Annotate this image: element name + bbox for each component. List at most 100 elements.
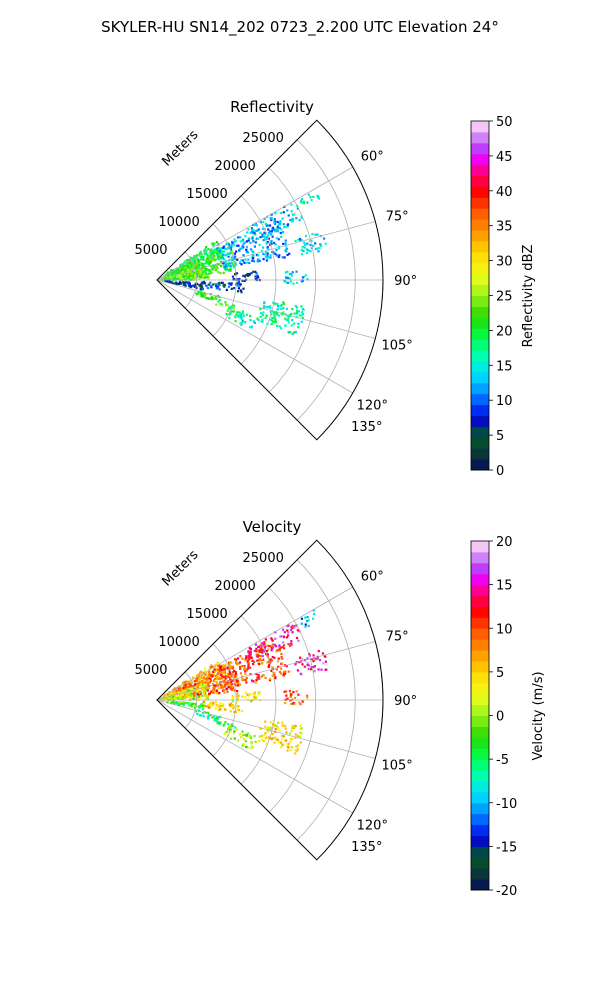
echo-pixel bbox=[250, 229, 254, 232]
echo-pixel bbox=[271, 639, 274, 642]
echo-pixel bbox=[260, 312, 263, 315]
echo-pixel bbox=[249, 673, 252, 676]
echo-pixel bbox=[250, 256, 254, 259]
echo-pixel bbox=[274, 676, 277, 679]
echo-pixel bbox=[274, 645, 277, 648]
echo-pixel bbox=[222, 685, 225, 688]
echo-region bbox=[225, 306, 256, 329]
echo-pixel bbox=[214, 295, 217, 298]
echo-pixel bbox=[281, 645, 285, 649]
echo-pixel bbox=[249, 647, 253, 650]
echo-pixel bbox=[237, 315, 240, 318]
echo-pixel bbox=[229, 702, 233, 705]
echo-pixel bbox=[216, 678, 219, 681]
echo-pixel bbox=[304, 625, 307, 628]
echo-pixel bbox=[190, 698, 193, 701]
echo-pixel bbox=[240, 239, 244, 242]
echo-pixel bbox=[214, 266, 217, 269]
echo-pixel bbox=[206, 268, 209, 271]
echo-pixel bbox=[246, 667, 249, 670]
echo-pixel bbox=[227, 685, 230, 689]
echo-pixel bbox=[172, 278, 176, 281]
echo-pixel bbox=[197, 683, 200, 686]
echo-pixel bbox=[203, 670, 206, 673]
echo-pixel bbox=[282, 211, 285, 214]
colorbar-swatch bbox=[471, 153, 489, 166]
echo-pixel bbox=[269, 256, 272, 259]
echo-pixel bbox=[249, 326, 252, 329]
echo-pixel bbox=[257, 254, 260, 257]
echo-pixel bbox=[248, 735, 251, 738]
echo-pixel bbox=[254, 681, 258, 684]
echo-pixel bbox=[264, 725, 267, 728]
echo-pixel bbox=[230, 256, 233, 259]
echo-pixel bbox=[219, 302, 223, 306]
echo-pixel bbox=[205, 249, 208, 252]
echo-pixel bbox=[205, 698, 208, 701]
echo-pixel bbox=[172, 700, 175, 703]
echo-pixel bbox=[217, 668, 220, 672]
echo-pixel bbox=[300, 253, 304, 256]
echo-pixel bbox=[205, 284, 208, 287]
echo-pixel bbox=[163, 278, 166, 281]
echo-pixel bbox=[216, 286, 219, 289]
echo-pixel bbox=[229, 710, 232, 713]
echo-pixel bbox=[238, 733, 242, 736]
echo-pixel bbox=[238, 236, 242, 239]
echo-pixel bbox=[277, 665, 280, 669]
echo-pixel bbox=[215, 303, 218, 306]
echo-pixel bbox=[209, 284, 213, 287]
echo-pixel bbox=[234, 240, 237, 243]
echo-pixel bbox=[216, 250, 219, 253]
echo-pixel bbox=[258, 243, 261, 247]
echo-pixel bbox=[194, 710, 197, 713]
echo-pixel bbox=[286, 281, 290, 285]
echo-pixel bbox=[220, 669, 223, 672]
echo-pixel bbox=[243, 664, 246, 668]
echo-pixel bbox=[203, 272, 206, 275]
echo-pixel bbox=[179, 277, 182, 280]
echo-pixel bbox=[280, 228, 283, 231]
echo-pixel bbox=[173, 702, 176, 705]
echo-pixel bbox=[271, 316, 274, 320]
echo-pixel bbox=[297, 639, 300, 642]
echo-pixel bbox=[263, 231, 266, 234]
echo-pixel bbox=[209, 281, 212, 284]
echo-pixel bbox=[241, 730, 244, 733]
echo-pixel bbox=[290, 312, 293, 316]
echo-pixel bbox=[302, 200, 305, 203]
echo-pixel bbox=[300, 311, 304, 314]
echo-pixel bbox=[207, 258, 210, 261]
echo-pixel bbox=[183, 274, 186, 278]
echo-pixel bbox=[188, 268, 191, 271]
echo-pixel bbox=[184, 684, 187, 687]
echo-pixel bbox=[228, 682, 231, 686]
echo-pixel bbox=[266, 245, 269, 249]
echo-pixel bbox=[180, 698, 183, 701]
echo-pixel bbox=[199, 290, 203, 293]
echo-pixel bbox=[213, 685, 216, 688]
colorbar-swatch bbox=[471, 835, 489, 847]
echo-pixel bbox=[295, 749, 299, 752]
echo-pixel bbox=[237, 287, 241, 290]
colorbar-swatch bbox=[471, 251, 489, 264]
echo-pixel bbox=[201, 694, 204, 697]
echo-pixel bbox=[314, 242, 317, 245]
echo-pixel bbox=[204, 273, 207, 276]
colorbar-swatch bbox=[471, 197, 489, 209]
echo-pixel bbox=[295, 281, 299, 284]
azimuth-tick-label: 75° bbox=[386, 630, 409, 645]
echo-pixel bbox=[303, 665, 306, 668]
echo-pixel bbox=[276, 302, 279, 306]
echo-pixel bbox=[304, 274, 307, 277]
echo-pixel bbox=[192, 278, 195, 281]
echo-pixel bbox=[288, 732, 291, 735]
echo-pixel bbox=[223, 679, 226, 682]
echo-pixel bbox=[270, 323, 273, 326]
echo-pixel bbox=[238, 282, 241, 285]
echo-pixel bbox=[248, 746, 251, 749]
echo-pixel bbox=[252, 239, 255, 243]
echo-pixel bbox=[261, 651, 264, 654]
echo-pixel bbox=[252, 229, 255, 232]
echo-pixel bbox=[223, 682, 226, 685]
